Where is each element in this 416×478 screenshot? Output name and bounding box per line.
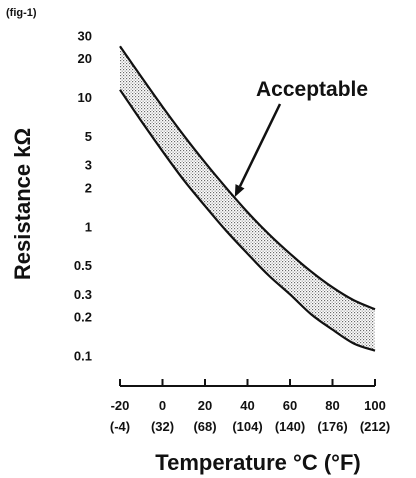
acceptable-arrow-head bbox=[234, 184, 245, 197]
y-tick-label: 10 bbox=[78, 90, 92, 105]
y-tick-label: 1 bbox=[85, 219, 92, 234]
y-axis-title: Resistance kΩ bbox=[10, 128, 35, 280]
acceptable-band-area bbox=[120, 46, 375, 351]
y-tick-label: 3 bbox=[85, 158, 92, 173]
y-tick-label: 5 bbox=[85, 129, 92, 144]
upper-limit-curve bbox=[119, 45, 376, 311]
x-tick-label-celsius: 20 bbox=[198, 398, 212, 413]
x-tick-label-fahrenheit: (212) bbox=[360, 419, 390, 434]
x-tick-label-fahrenheit: (104) bbox=[232, 419, 262, 434]
x-tick-label-fahrenheit: (32) bbox=[151, 419, 174, 434]
x-axis: -20 (-4) 0 (32) 20 (68) 40 (104) 60 (140) 80 (176) 1… bbox=[110, 379, 390, 434]
acceptable-band-layer bbox=[120, 46, 375, 351]
y-axis: 30 20 10 5 3 2 1 0.5 0.3 0.2 0.1 bbox=[74, 29, 92, 364]
figure-label: (fig-1) bbox=[6, 7, 37, 19]
x-tick-label-celsius: 40 bbox=[240, 398, 254, 413]
annotation-layer: Acceptable bbox=[234, 78, 368, 197]
x-tick-label-fahrenheit: (140) bbox=[275, 419, 305, 434]
y-tick-label: 30 bbox=[78, 29, 92, 44]
x-tick-label-fahrenheit: (176) bbox=[317, 419, 347, 434]
x-tick-label-celsius: 60 bbox=[283, 398, 297, 413]
acceptable-arrow-line bbox=[238, 103, 282, 187]
y-tick-label: 0.5 bbox=[74, 258, 92, 273]
x-tick-label-celsius: -20 bbox=[111, 398, 130, 413]
x-tick-label-celsius: 80 bbox=[325, 398, 339, 413]
acceptable-annotation: Acceptable bbox=[256, 78, 368, 101]
x-tick-label-celsius: 100 bbox=[364, 398, 386, 413]
curve-layer bbox=[119, 45, 376, 352]
x-axis-title: Temperature °C (°F) bbox=[155, 450, 360, 475]
lower-limit-curve bbox=[119, 89, 376, 352]
x-tick-label-celsius: 0 bbox=[159, 398, 166, 413]
y-tick-label: 2 bbox=[85, 180, 92, 195]
y-tick-label: 0.1 bbox=[74, 349, 92, 364]
x-tick-label-fahrenheit: (68) bbox=[193, 419, 216, 434]
x-tick-label-fahrenheit: (-4) bbox=[110, 419, 130, 434]
y-tick-label: 20 bbox=[78, 51, 92, 66]
y-tick-label: 0.3 bbox=[74, 287, 92, 302]
y-tick-label: 0.2 bbox=[74, 310, 92, 325]
